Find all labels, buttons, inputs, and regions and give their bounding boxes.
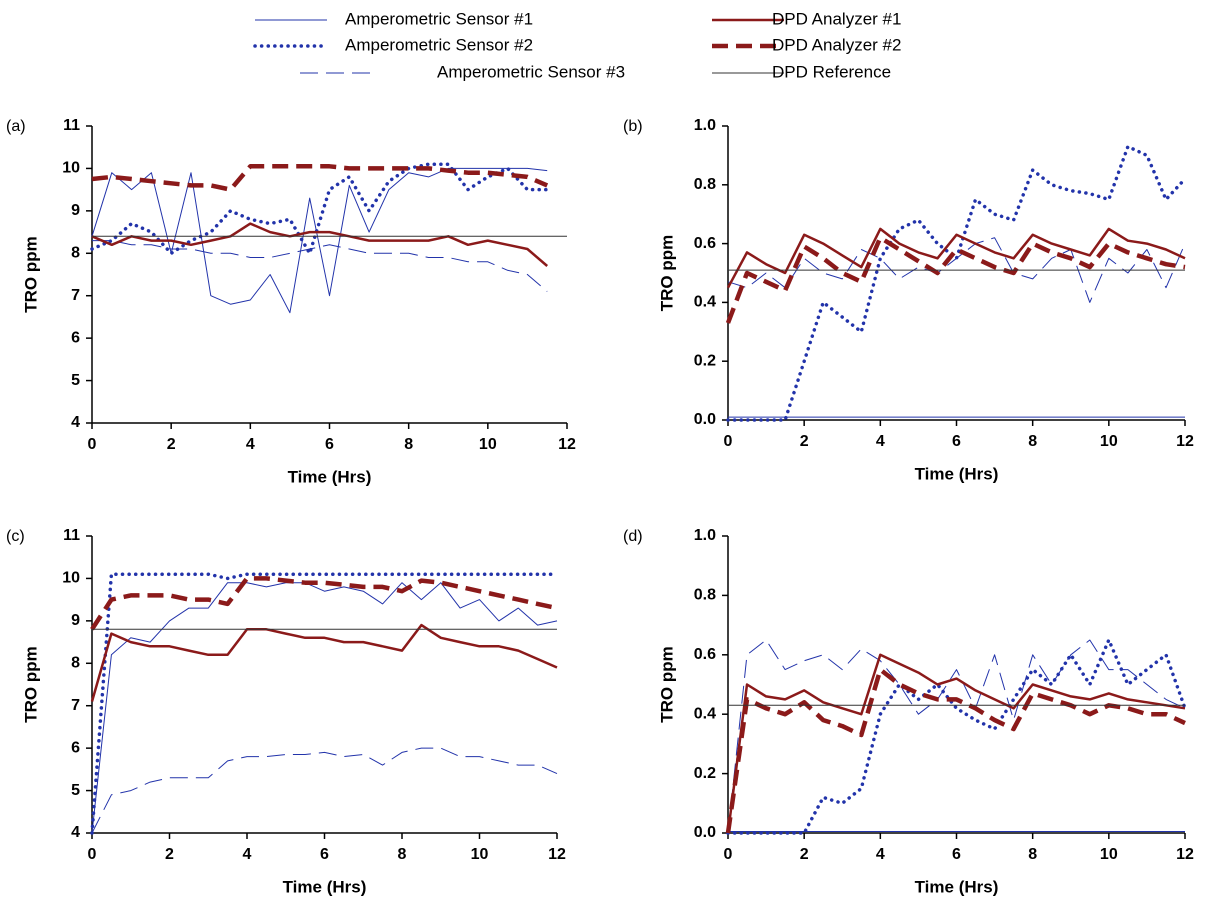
y-tick-label: 0.6	[694, 235, 716, 252]
x-tick-label: 0	[88, 846, 97, 863]
y-tick-label: 8	[71, 245, 80, 262]
x-axis-label: Time (Hrs)	[915, 464, 999, 483]
y-tick-label: 11	[63, 527, 80, 544]
y-tick-label: 10	[62, 570, 80, 587]
y-tick-label: 1.0	[694, 527, 716, 544]
x-tick-label: 0	[724, 433, 733, 450]
series-line	[91, 222, 549, 267]
series-line	[726, 653, 1186, 834]
x-axis-label: Time (Hrs)	[288, 467, 372, 486]
x-tick-label: 4	[246, 436, 255, 453]
panel-label: (d)	[623, 528, 643, 545]
series-line	[726, 227, 1186, 289]
series-line	[90, 623, 558, 702]
x-tick-label: 6	[325, 436, 334, 453]
x-tick-label: 10	[1100, 846, 1118, 863]
x-axis-label: Time (Hrs)	[915, 877, 999, 896]
y-tick-label: 7	[71, 697, 80, 714]
series-line	[727, 639, 1186, 834]
y-tick-label: 11	[63, 117, 80, 134]
y-axis-label: TRO ppm	[657, 646, 676, 723]
y-tick-label: 0.8	[694, 587, 716, 604]
x-tick-label: 2	[167, 436, 176, 453]
legend-label: DPD Reference	[772, 62, 891, 81]
y-tick-label: 5	[71, 372, 80, 389]
x-tick-label: 6	[952, 846, 961, 863]
y-tick-label: 10	[62, 160, 80, 177]
x-axis-label: Time (Hrs)	[283, 877, 367, 896]
x-tick-label: 12	[1176, 846, 1194, 863]
x-tick-label: 8	[398, 846, 407, 863]
series-line	[90, 572, 559, 835]
legend-label: Amperometric Sensor #2	[345, 35, 533, 54]
x-tick-label: 0	[88, 436, 97, 453]
legend-label: DPD Analyzer #1	[772, 9, 901, 28]
series-line	[91, 747, 558, 834]
y-tick-label: 0.4	[694, 294, 716, 311]
panel-label: (c)	[6, 528, 25, 545]
panel-label: (b)	[623, 118, 643, 135]
panel-label: (a)	[6, 118, 26, 135]
series-line	[90, 576, 558, 631]
series-line	[91, 164, 549, 192]
series-line	[726, 144, 1187, 422]
y-tick-label: 9	[71, 612, 80, 629]
y-tick-label: 5	[71, 782, 80, 799]
x-tick-label: 10	[471, 846, 489, 863]
legend-label: Amperometric Sensor #3	[437, 62, 625, 81]
x-tick-label: 4	[876, 433, 885, 450]
y-tick-label: 0.0	[694, 411, 716, 428]
y-axis-label: TRO ppm	[657, 235, 676, 312]
y-tick-label: 0.2	[694, 352, 716, 369]
x-tick-label: 4	[876, 846, 885, 863]
y-tick-label: 1.0	[694, 117, 716, 134]
y-tick-label: 8	[71, 655, 80, 672]
y-tick-label: 9	[71, 202, 80, 219]
y-axis-label: TRO ppm	[21, 236, 40, 313]
x-tick-label: 10	[479, 436, 497, 453]
y-axis-label: TRO ppm	[21, 646, 40, 723]
series-line	[91, 582, 558, 834]
legend-label: Amperometric Sensor #1	[345, 9, 533, 28]
x-tick-label: 0	[724, 846, 733, 863]
x-tick-label: 2	[800, 846, 809, 863]
y-tick-label: 0.6	[694, 646, 716, 663]
y-tick-label: 4	[71, 824, 80, 841]
y-tick-label: 4	[71, 414, 80, 431]
x-tick-label: 2	[800, 433, 809, 450]
series-line	[90, 162, 549, 256]
x-tick-label: 8	[404, 436, 413, 453]
x-tick-label: 8	[1028, 433, 1037, 450]
y-tick-label: 6	[71, 329, 80, 346]
x-tick-label: 2	[165, 846, 174, 863]
x-tick-label: 10	[1100, 433, 1118, 450]
legend-label: DPD Analyzer #2	[772, 35, 901, 54]
x-tick-label: 12	[548, 846, 566, 863]
series-line	[726, 638, 1187, 835]
y-tick-label: 0.4	[694, 705, 716, 722]
y-tick-label: 0.0	[694, 824, 716, 841]
x-tick-label: 12	[558, 436, 576, 453]
x-tick-label: 6	[952, 433, 961, 450]
series-line	[727, 237, 1186, 303]
x-tick-label: 8	[1028, 846, 1037, 863]
y-tick-label: 0.2	[694, 765, 716, 782]
x-tick-label: 6	[320, 846, 329, 863]
x-tick-label: 4	[243, 846, 252, 863]
x-tick-label: 12	[1176, 433, 1194, 450]
y-tick-label: 6	[71, 739, 80, 756]
y-tick-label: 7	[71, 287, 80, 304]
y-tick-label: 0.8	[694, 176, 716, 193]
